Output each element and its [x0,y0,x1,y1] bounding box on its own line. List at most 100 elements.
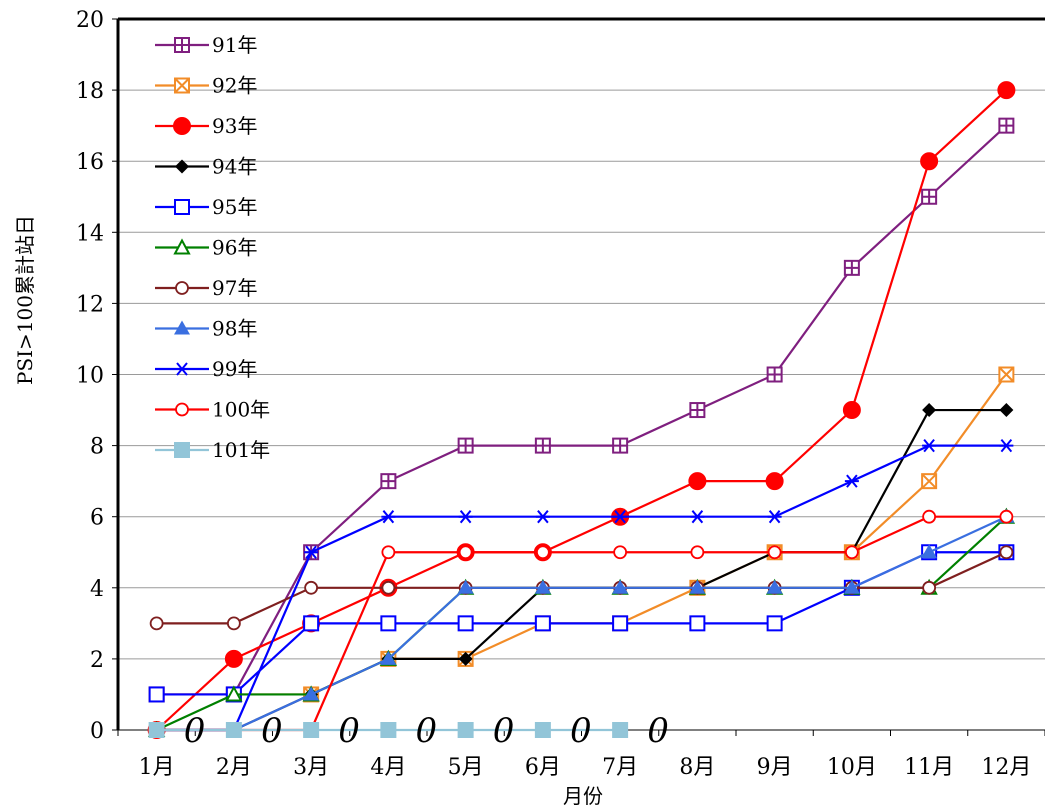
legend-marker [173,238,191,255]
legend-label: 97年 [212,276,257,300]
series-0-point-cross [999,118,1014,133]
legend-marker [175,281,189,295]
series-10-point [457,722,474,738]
legend-label: 96年 [212,236,257,260]
series-9-point [458,545,473,560]
legend-label: 99年 [212,357,257,381]
series-4-point [380,615,397,632]
y-tick-label: 2 [90,648,104,673]
series-9-point [767,545,782,560]
zero-annotation: 0 [338,711,360,751]
x-tick-label: 1月 [139,755,175,780]
legend-label: 100年 [212,398,270,422]
series-4-point [148,686,165,703]
zero-annotation: 0 [493,711,515,751]
x-tick-label: 11月 [904,755,954,780]
series-10-point [148,722,165,738]
series-3 [149,403,1014,737]
series-8-line [156,444,1007,732]
series-7-point [457,579,474,594]
series-2-point [920,152,939,171]
legend: 91年 92年 93年 94年 95年 96年 97年 98年 99年 100年 101年 [155,33,270,462]
series-10-point [380,722,397,738]
series-6-point [149,616,164,631]
series-3-point [999,403,1014,418]
series-9-point [844,545,859,560]
legend-item: 98年 [155,317,257,341]
series-10 [148,722,629,738]
series-7-point [303,686,320,701]
series-7-point [766,579,783,594]
series-2-point [842,401,861,420]
series-7-point [534,579,551,594]
legend-label: 91年 [212,33,257,57]
series-2-point [224,649,243,668]
series-0-point-cross [690,403,705,418]
legend-marker-cross [175,38,189,52]
y-tick-labels: 0 2 4 6 8 10 12 14 16 18 20 [76,8,104,744]
series-8-point [690,510,705,524]
series-4-point [689,615,706,632]
series-7-point [380,650,397,665]
zero-annotation: 0 [261,711,283,751]
series-6-point [381,580,396,595]
series-3-point [458,651,473,666]
legend-marker [174,442,190,458]
series-group [147,81,1016,739]
legend-marker-cross [174,77,190,94]
series-10-point [612,722,629,738]
series-6-point [999,545,1014,560]
x-tick-label: 8月 [679,755,715,780]
legend-item: 99年 [155,357,257,381]
zero-annotation: 0 [184,711,206,751]
series-4-point [534,615,551,632]
legend-item: 93年 [155,114,257,138]
series-4-point [457,615,474,632]
x-axis-title: 月份 [563,784,603,808]
series-0-point-cross [458,438,473,453]
series-5-point [225,685,243,702]
y-tick-label: 18 [76,79,104,104]
x-tick-label: 2月 [216,755,252,780]
legend-item: 96年 [155,236,257,260]
x-tick-label: 9月 [757,755,793,780]
series-8-point [304,545,319,559]
series-6-point [304,580,319,595]
legend-marker [174,199,190,215]
legend-item: 92年 [155,74,257,98]
series-8-point [767,510,782,524]
y-tick-label: 16 [76,150,104,175]
legend-item: 100年 [155,398,270,422]
series-3-line [156,408,1007,732]
series-9-point [999,509,1014,524]
series-0-point-cross [613,438,628,453]
series-8-point [458,510,473,524]
series-4-point [766,615,783,632]
series-7-point [843,579,860,594]
series-0 [148,117,1015,703]
series-10-point [534,722,551,738]
series-7-point [612,579,629,594]
legend-label: 92年 [212,74,257,98]
legend-marker [175,159,189,174]
y-tick-label: 20 [76,8,104,33]
annotations: 0 0 0 0 0 0 0 [184,711,669,751]
gridlines [118,89,1045,660]
series-3-point [922,403,937,418]
y-tick-label: 8 [90,435,104,460]
series-4-point [612,615,629,632]
series-2-line [155,89,1008,731]
series-1-point-cross [921,473,937,489]
series-4-point [303,615,320,632]
legend-label: 94年 [212,155,257,179]
series-7-point [921,544,938,559]
y-tick-label: 14 [76,221,104,246]
series-6-point [922,580,937,595]
x-tick-label: 4月 [370,755,406,780]
series-9-point [535,545,550,560]
series-9-point [381,545,396,560]
series-0-point-cross [535,438,550,453]
series-0-point-cross [844,260,859,275]
legend-label: 98年 [212,317,257,341]
